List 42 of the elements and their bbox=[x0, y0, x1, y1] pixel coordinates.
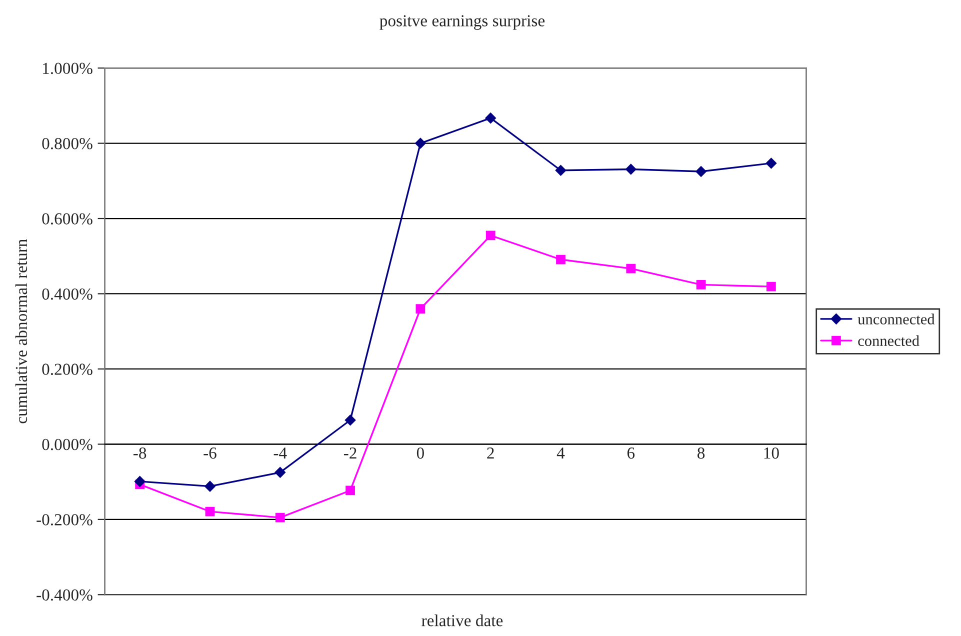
x-tick-label: -6 bbox=[204, 448, 216, 459]
point bbox=[346, 486, 355, 496]
point bbox=[134, 476, 146, 487]
y-tick-label: 0.200% bbox=[42, 364, 92, 375]
point bbox=[274, 466, 286, 478]
y-tick-label: 0.800% bbox=[42, 138, 92, 150]
point bbox=[275, 512, 285, 522]
y-tick-label: 0.400% bbox=[42, 288, 92, 300]
y-tick-label: 0.600% bbox=[42, 213, 92, 225]
x-tick-label: -8 bbox=[134, 447, 146, 459]
y-tick-label: 0.000% bbox=[42, 438, 92, 450]
point bbox=[696, 166, 706, 177]
x-tick-label: 2 bbox=[487, 448, 494, 459]
x-axis-title: relative date bbox=[422, 614, 503, 626]
y-axis-title: cumulative abnormal return bbox=[15, 239, 28, 424]
legend-label: unconnected bbox=[858, 314, 935, 324]
point bbox=[556, 254, 566, 264]
point bbox=[415, 138, 426, 149]
legend-label: connected bbox=[858, 335, 920, 346]
x-tick-label: 10 bbox=[764, 447, 779, 459]
x-tick-label: 6 bbox=[627, 448, 635, 459]
point bbox=[485, 112, 496, 124]
point bbox=[416, 304, 426, 314]
y-tick-label: -0.400% bbox=[36, 589, 92, 601]
point bbox=[555, 164, 566, 176]
point bbox=[486, 230, 496, 240]
point bbox=[766, 282, 776, 292]
x-tick-label: -4 bbox=[274, 448, 287, 459]
point bbox=[204, 480, 216, 492]
y-tick-label: 1.000% bbox=[43, 62, 92, 74]
x-tick-label: 8 bbox=[698, 447, 705, 459]
point bbox=[625, 164, 636, 175]
point bbox=[626, 264, 636, 274]
x-tick-label: -2 bbox=[344, 448, 356, 459]
point bbox=[766, 158, 777, 169]
point bbox=[696, 280, 706, 290]
point bbox=[205, 506, 215, 516]
x-tick-label: 4 bbox=[556, 448, 565, 459]
point bbox=[344, 414, 356, 426]
chart-title: positve earnings surprise bbox=[380, 15, 545, 30]
x-tick-label: 0 bbox=[416, 447, 424, 459]
y-tick-label: -0.200% bbox=[36, 514, 92, 526]
